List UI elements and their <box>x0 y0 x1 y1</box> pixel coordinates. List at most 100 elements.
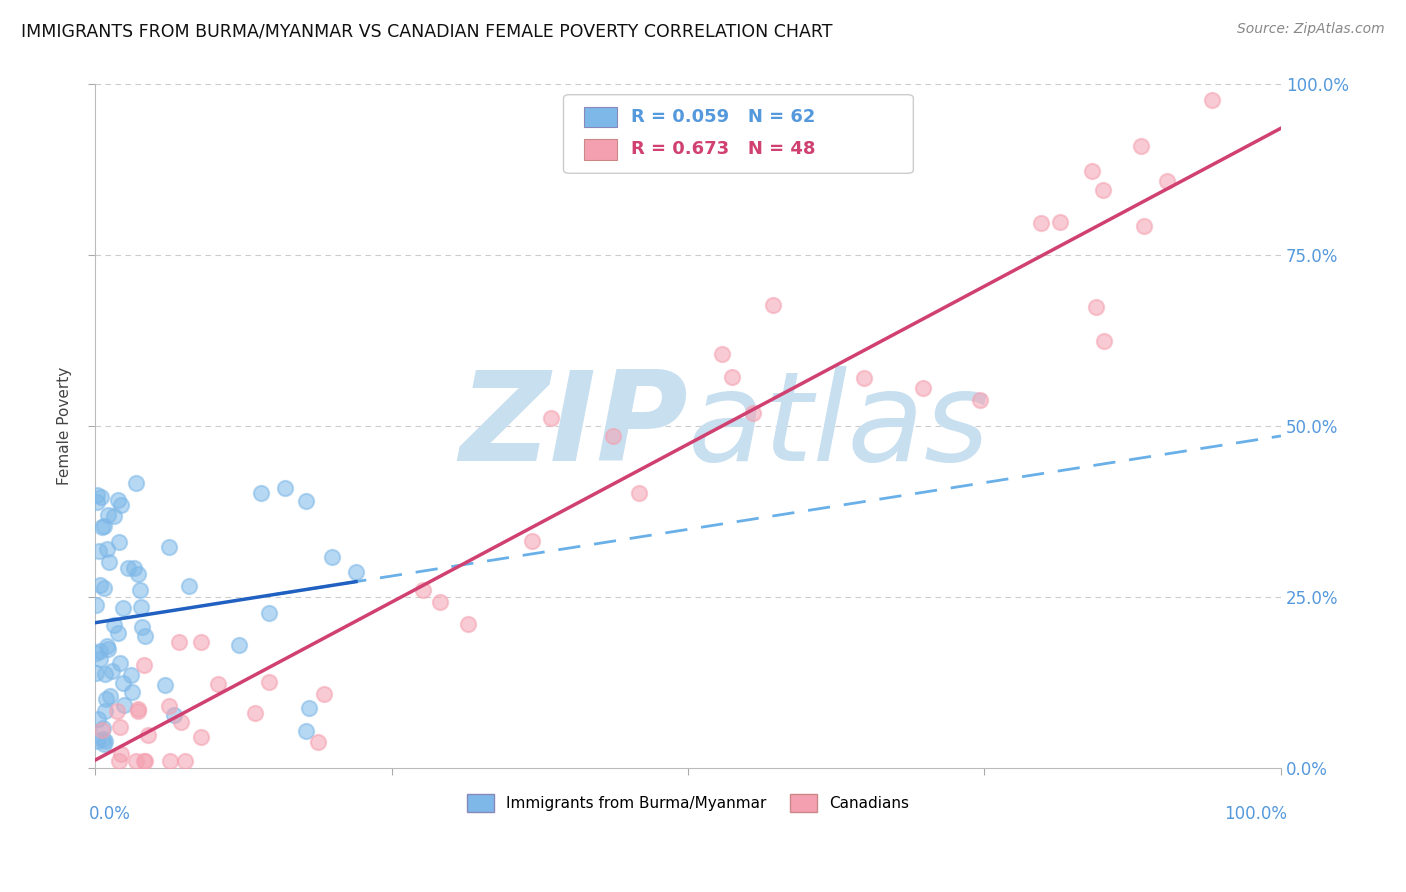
Point <box>250 485 273 500</box>
Text: ZIP: ZIP <box>460 366 688 486</box>
Point <box>120 668 142 682</box>
Point <box>1156 174 1178 188</box>
Point <box>91 732 114 747</box>
Point <box>98 555 121 569</box>
Point <box>108 720 131 734</box>
Point <box>112 698 135 712</box>
Point <box>93 582 115 596</box>
Point <box>91 721 114 735</box>
Point <box>86 495 108 509</box>
Point <box>344 566 367 580</box>
Point <box>131 620 153 634</box>
Point <box>1085 300 1108 314</box>
Point <box>94 691 117 706</box>
Point <box>93 738 115 752</box>
Point <box>97 508 120 522</box>
Point <box>1130 138 1153 153</box>
Point <box>1092 334 1115 349</box>
Point <box>86 488 108 502</box>
Point <box>121 685 143 699</box>
Point <box>1081 163 1104 178</box>
Point <box>157 699 180 714</box>
Point <box>1049 214 1071 228</box>
Point <box>741 406 763 420</box>
Point <box>257 607 280 621</box>
Point <box>129 582 152 597</box>
Point <box>155 678 177 692</box>
Legend: Immigrants from Burma/Myanmar, Canadians: Immigrants from Burma/Myanmar, Canadians <box>461 789 915 818</box>
Point <box>122 561 145 575</box>
Point <box>107 493 129 508</box>
Point <box>762 298 785 312</box>
Point <box>90 723 112 737</box>
Point <box>1031 216 1053 230</box>
Point <box>93 666 115 681</box>
Point <box>207 676 229 690</box>
Point <box>127 566 149 581</box>
Point <box>321 550 343 565</box>
Point <box>97 641 120 656</box>
Point <box>89 644 111 658</box>
FancyBboxPatch shape <box>564 95 914 173</box>
Point <box>307 735 329 749</box>
Point <box>969 392 991 407</box>
Text: R = 0.059   N = 62: R = 0.059 N = 62 <box>631 108 815 127</box>
Point <box>157 540 180 554</box>
Point <box>911 381 934 395</box>
Point <box>190 634 212 648</box>
Point <box>107 626 129 640</box>
Point <box>540 410 562 425</box>
Point <box>1133 219 1156 233</box>
Point <box>179 579 201 593</box>
Point <box>108 656 131 670</box>
Text: atlas: atlas <box>688 366 990 486</box>
Point <box>297 701 319 715</box>
Point <box>90 490 112 504</box>
Text: 100.0%: 100.0% <box>1223 805 1286 823</box>
Text: IMMIGRANTS FROM BURMA/MYANMAR VS CANADIAN FEMALE POVERTY CORRELATION CHART: IMMIGRANTS FROM BURMA/MYANMAR VS CANADIA… <box>21 22 832 40</box>
Point <box>84 646 107 660</box>
Point <box>314 687 336 701</box>
Point <box>111 601 134 615</box>
Point <box>190 730 212 744</box>
Text: Source: ZipAtlas.com: Source: ZipAtlas.com <box>1237 22 1385 37</box>
Point <box>84 598 107 612</box>
Point <box>125 475 148 490</box>
Point <box>245 706 267 720</box>
Point <box>93 519 115 533</box>
Point <box>295 723 318 738</box>
Point <box>457 617 479 632</box>
Point <box>98 689 121 703</box>
Point <box>169 634 191 648</box>
Point <box>105 704 128 718</box>
Point <box>711 347 734 361</box>
Point <box>111 675 134 690</box>
Point <box>89 652 111 666</box>
Point <box>163 708 186 723</box>
Point <box>257 675 280 690</box>
Y-axis label: Female Poverty: Female Poverty <box>58 367 72 485</box>
Point <box>103 618 125 632</box>
Bar <box>583 107 617 128</box>
Point <box>84 666 107 681</box>
Point <box>94 734 117 748</box>
Point <box>138 728 160 742</box>
Point <box>429 595 451 609</box>
Point <box>134 754 156 768</box>
Point <box>127 702 149 716</box>
Point <box>87 543 110 558</box>
Point <box>1091 184 1114 198</box>
Point <box>853 371 876 385</box>
Point <box>132 657 155 672</box>
Text: 0.0%: 0.0% <box>89 805 131 823</box>
Bar <box>583 139 617 160</box>
Point <box>295 494 318 508</box>
Point <box>96 541 118 556</box>
Point <box>100 664 122 678</box>
Point <box>91 519 114 533</box>
Point <box>132 754 155 768</box>
Point <box>522 533 544 548</box>
Point <box>628 486 651 500</box>
Text: R = 0.673   N = 48: R = 0.673 N = 48 <box>631 140 815 159</box>
Point <box>129 600 152 615</box>
